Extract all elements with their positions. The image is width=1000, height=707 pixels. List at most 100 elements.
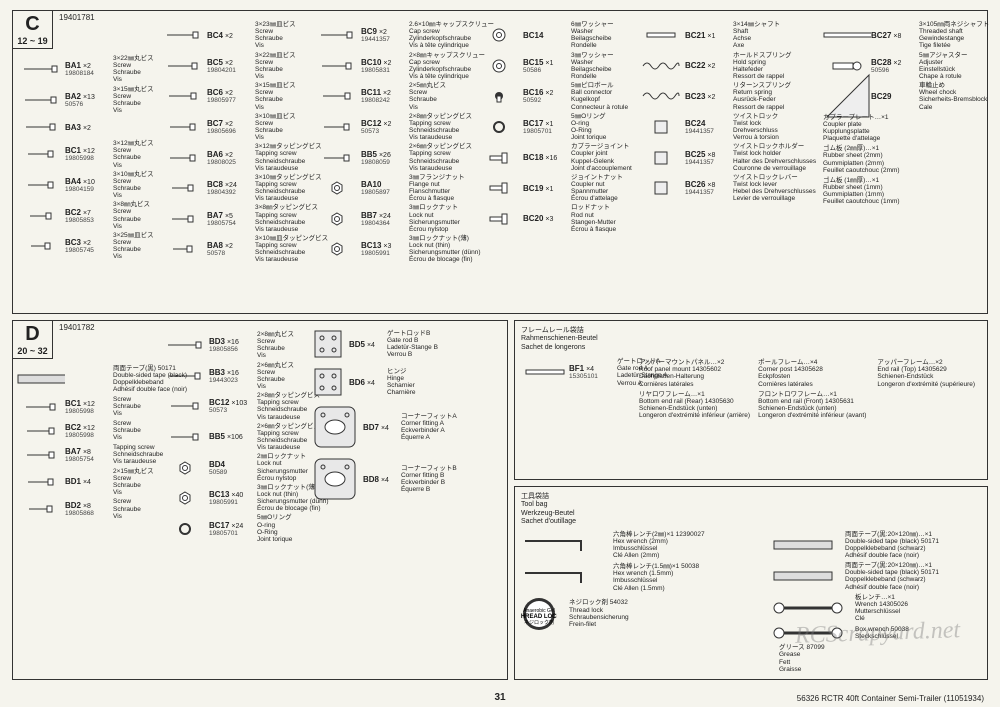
section-code: 19401781 bbox=[59, 13, 95, 22]
part-code: BC6 bbox=[207, 88, 223, 97]
part-label: BC6 ×2 19805977 bbox=[207, 88, 249, 104]
part-qty: ×103 bbox=[231, 400, 247, 407]
part-code: BB7 bbox=[361, 211, 377, 220]
section-range: 12 ~ 19 bbox=[15, 36, 50, 46]
part-row: BC1 ×12 19805998 Screw Schraube Vis bbox=[17, 396, 157, 418]
part-desc: 3㎜ロックナット(薄) Lock nut (thin) Sicherungsmu… bbox=[409, 235, 481, 264]
part-icon bbox=[159, 119, 207, 135]
part-code: BC27 bbox=[871, 31, 891, 40]
text-item: ゴム板 (2㎜厚)…×1 Rubber sheet (2mm) Gummipla… bbox=[823, 145, 983, 174]
part-row: BC17 ×1 19805701 5㎜Oリング O-ring O-Ring Jo… bbox=[475, 113, 635, 142]
section-d-header: D 20 ~ 32 bbox=[13, 321, 53, 359]
part-row: BC20 ×3 ロッドナット Rod nut Stangen-Mutter Éc… bbox=[475, 204, 635, 233]
part-icon bbox=[17, 238, 65, 254]
part-qty: ×2 bbox=[83, 240, 91, 247]
part-label: BA8 ×2 50578 bbox=[207, 241, 249, 257]
part-num: 50573 bbox=[209, 407, 251, 414]
part-num: 19804159 bbox=[65, 186, 107, 193]
part-icon bbox=[17, 399, 65, 415]
part-desc: 6㎜ワッシャー Washer Beilagscheibe Rondelle bbox=[571, 21, 614, 50]
part-row: BC2 ×7 19805853 3×8㎜丸ビス Screw Schraube V… bbox=[17, 201, 157, 230]
part-row: BC27 ×8 3×105㎜両ネジシャフト Threaded shaft Gew… bbox=[823, 21, 983, 50]
title-de: Werkzeug-Beutel bbox=[521, 510, 981, 518]
part-code: BC13 bbox=[361, 241, 381, 250]
part-code: BA3 bbox=[65, 123, 81, 132]
part-num: 19441357 bbox=[361, 36, 403, 43]
part-label: BC16 ×2 50592 bbox=[523, 88, 565, 104]
part-label: BC12 ×103 50573 bbox=[209, 398, 251, 414]
part-row: BC6 ×2 19805977 3×15㎜皿ビス Screw Schraube … bbox=[159, 82, 314, 111]
part-num: 19805991 bbox=[361, 250, 403, 257]
part-qty: ×3 bbox=[383, 243, 391, 250]
part-label: BC19 ×1 bbox=[523, 184, 565, 193]
part-code: BA7 bbox=[65, 447, 81, 456]
part-qty: ×13 bbox=[83, 94, 95, 101]
part-label: BA7 ×5 19805754 bbox=[207, 211, 249, 227]
section-d: D 20 ~ 32 19401782 両面テープ(黒) 50171 Double… bbox=[12, 320, 508, 680]
part-num: 19808059 bbox=[361, 159, 403, 166]
part-qty: ×1 bbox=[545, 60, 553, 67]
part-icon bbox=[159, 88, 207, 104]
part-code: BC17 bbox=[209, 521, 229, 530]
part-row: BB3 ×16 19443023 2×6㎜丸ビス Screw Schraube … bbox=[161, 362, 311, 391]
section-c-header: C 12 ~ 19 bbox=[13, 11, 53, 49]
part-num: 19808184 bbox=[65, 70, 107, 77]
part-qty: ×7 bbox=[83, 210, 91, 217]
part-label: BC21 ×1 bbox=[685, 31, 727, 40]
part-desc: 3×23㎜皿ビス Screw Schraube Vis bbox=[255, 21, 296, 50]
part-desc: 3×22㎜丸ビス Screw Schraube Vis bbox=[113, 55, 154, 84]
part-code: BC28 bbox=[871, 58, 891, 67]
part-desc: リターンスプリング Return spring Ausrück-Feder Re… bbox=[733, 82, 791, 111]
frb-col2: アッパーマウントパネル…×2 Roof panel mount 14305602… bbox=[639, 356, 750, 422]
part-desc: 3×22㎜皿ビス Screw Schraube Vis bbox=[255, 52, 296, 81]
part-row: BC10 ×2 19805831 2×8㎜キャップスクリュー Cap screw… bbox=[313, 52, 473, 81]
part-row: BC21 ×1 3×14㎜シャフト Shaft Achse Axe bbox=[637, 21, 817, 50]
part-label: BA3 ×2 bbox=[65, 123, 107, 132]
part-icon bbox=[637, 119, 685, 135]
part-row: BC1 ×12 19805998 3×12㎜丸ビス Screw Schraube… bbox=[17, 140, 157, 169]
part-desc: 3×10㎜タッピングビス Tapping screw Schneidschrau… bbox=[255, 174, 322, 203]
part-icon bbox=[17, 474, 65, 490]
part-num: 19808242 bbox=[361, 97, 403, 104]
part-num: 19805977 bbox=[207, 97, 249, 104]
part-code: BC25 bbox=[685, 150, 705, 159]
part-code: BC8 bbox=[207, 180, 223, 189]
part-row: BC5 ×2 19804201 3×22㎜皿ビス Screw Schraube … bbox=[159, 52, 314, 81]
frb-col1: BF1 ×4 15305101 ゲートロッドA Gate rod A Ladet… bbox=[521, 356, 631, 422]
part-desc: 5㎜ピロボール Ball connector Kugelkopf Connect… bbox=[571, 82, 628, 111]
part-desc: Screw Schraube Vis bbox=[113, 420, 141, 441]
part-row: BC19 ×1 ジョイントナット Coupler nut Spannmutter… bbox=[475, 174, 635, 203]
part-label: BC15 ×1 50586 bbox=[523, 58, 565, 74]
part-label: BC28 ×2 50596 bbox=[871, 58, 913, 74]
tool-threadlock: Anaerobic GelTHREAD LOCKネジロック剤ネジロック剤 540… bbox=[521, 596, 761, 632]
part-qty: ×12 bbox=[83, 401, 95, 408]
part-num: 19804201 bbox=[207, 67, 249, 74]
part-qty: ×12 bbox=[83, 425, 95, 432]
tool-item: Box wrench 50038Steckschlüssel bbox=[773, 625, 973, 641]
part-label: BA10 19805897 bbox=[361, 180, 403, 196]
tool-item: 両面テープ(黒:20×120㎜)…×1Double-sided tape (bl… bbox=[773, 531, 973, 560]
part-icon bbox=[521, 364, 569, 380]
part-desc: ツイストロックレバー Twist lock lever Hebel des Dr… bbox=[733, 174, 816, 203]
part-row: BC25 ×8 19441357 ツイストロックホルダー Twist lock … bbox=[637, 143, 817, 172]
part-num: 19804392 bbox=[207, 189, 249, 196]
part-num: 50586 bbox=[523, 67, 565, 74]
part-icon bbox=[17, 177, 65, 193]
part-code: BC12 bbox=[209, 398, 229, 407]
part-label: BC11 ×2 19808242 bbox=[361, 88, 403, 104]
part-label: BC23 ×2 bbox=[685, 92, 727, 101]
part-desc: 2×6㎜丸ビス Screw Schraube Vis bbox=[257, 362, 294, 391]
part-row: BC8 ×24 19804392 3×10㎜タッピングビス Tapping sc… bbox=[159, 174, 314, 203]
part-row: BA8 ×2 50578 3×10㎜皿タッピングビス Tapping screw… bbox=[159, 235, 314, 264]
part-code: BC5 bbox=[207, 58, 223, 67]
part-desc: 2×6㎜タッピングビス Tapping screw Schneidschraub… bbox=[409, 143, 472, 172]
part-qty: ×40 bbox=[231, 492, 243, 499]
part-desc: Screw Schraube Vis bbox=[113, 498, 141, 519]
part-row: BC9 ×2 19441357 2.6×10㎜キャップスクリュー Cap scr… bbox=[313, 21, 473, 50]
part-label: BC1 ×12 19805998 bbox=[65, 399, 107, 415]
col-d2: BD3 ×16 19805856 2×8㎜丸ビス Screw Schraube … bbox=[161, 329, 311, 545]
part-qty: ×24 bbox=[231, 523, 243, 530]
tb-col1: 六角棒レンチ(2㎜)×1 12390027Hex wrench (2mm)Imb… bbox=[521, 531, 761, 676]
part-num: 50592 bbox=[523, 97, 565, 104]
part-desc: 2×6㎜タッピングビス Tapping screw Schneidschraub… bbox=[257, 423, 320, 452]
